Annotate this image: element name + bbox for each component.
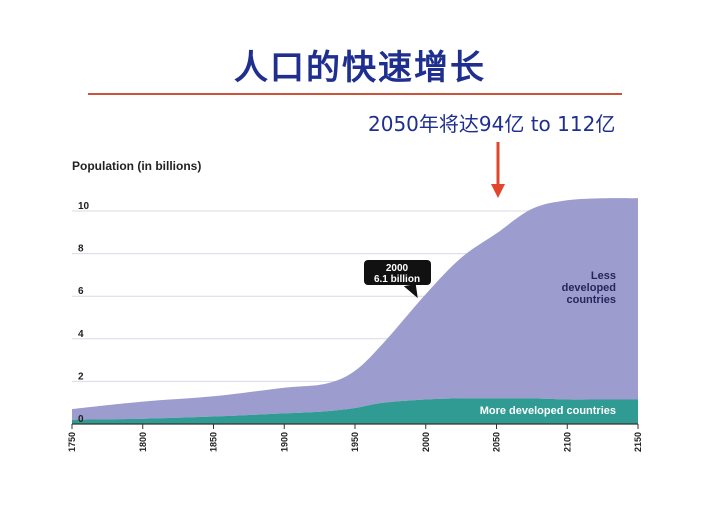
x-tick-2050: 2050: [492, 432, 502, 452]
y-tick-4: 4: [78, 329, 84, 340]
area-series: [72, 198, 638, 424]
y-tick-2: 2: [78, 371, 84, 382]
x-tick-1800: 1800: [138, 432, 148, 452]
series-label-less-developed-0: Less: [591, 270, 616, 282]
series-label-less-developed-2: countries: [566, 294, 616, 306]
callout-value: 6.1 billion: [374, 274, 420, 285]
slide-title: 人口的快速增长: [234, 48, 486, 88]
y-tick-0: 0: [78, 414, 84, 425]
title-divider: [88, 93, 622, 95]
projection-annotation: 2050年将达94亿 to 112亿: [368, 112, 616, 136]
x-tick-2150: 2150: [633, 432, 643, 452]
x-axis-ticks: 1750 1800 1850 1900 1950 2000 2050 2100 2150: [67, 424, 643, 452]
series-label-less-developed-1: developed: [562, 282, 616, 294]
projection-arrow: [491, 142, 505, 198]
y-tick-6: 6: [78, 286, 84, 297]
callout-year: 2000: [386, 263, 409, 274]
x-tick-1750: 1750: [67, 432, 77, 452]
x-tick-1950: 1950: [350, 432, 360, 452]
x-tick-1900: 1900: [279, 432, 289, 452]
series-label-more-developed: More developed countries: [480, 405, 616, 417]
callout-box: [364, 260, 431, 285]
area-more-developed: [72, 398, 638, 424]
area-less-developed: [72, 198, 638, 420]
y-tick-8: 8: [78, 244, 84, 255]
x-tick-1850: 1850: [209, 432, 219, 452]
callout-pointer: [403, 284, 418, 299]
y-axis-ticks: 0 2 4 6 8 10: [78, 201, 90, 425]
y-tick-10: 10: [78, 201, 90, 212]
y-axis-label: Population (in billions): [72, 159, 201, 173]
x-tick-2000: 2000: [421, 432, 431, 452]
x-tick-2100: 2100: [562, 432, 572, 452]
arrow-head: [491, 184, 505, 198]
